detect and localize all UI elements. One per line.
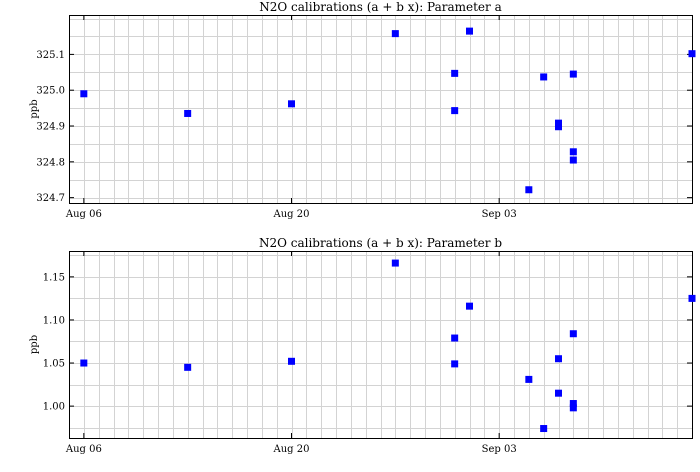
chart-panel-parameter-b: N2O calibrations (a + b x): Parameter b p… (29, 236, 696, 455)
y-tick-label: 325.0 (36, 86, 65, 97)
data-point (569, 70, 577, 78)
x-tick-label: Aug 06 (65, 444, 102, 455)
x-tick-label: Aug 06 (65, 209, 102, 220)
data-point (555, 389, 562, 397)
y-tick-label: 324.9 (36, 122, 65, 133)
y-tick-label: 1.15 (43, 272, 65, 283)
data-point (569, 156, 577, 164)
data-point (555, 123, 562, 131)
data-point (688, 50, 696, 58)
data-point (451, 334, 459, 342)
data-point (451, 360, 459, 368)
y-tick-label: 324.8 (36, 157, 65, 168)
data-point (569, 400, 577, 408)
data-point (288, 357, 295, 365)
data-point (184, 109, 192, 117)
data-point (391, 259, 399, 267)
data-point (555, 119, 562, 127)
chart-panel-parameter-a: N2O calibrations (a + b x): Parameter a p… (29, 0, 696, 220)
plot-frame (69, 251, 693, 439)
x-tick-label: Aug 20 (273, 444, 310, 455)
y-tick-label: 1.10 (43, 315, 65, 326)
data-point (80, 90, 88, 98)
y-axis-label: ppb (29, 335, 40, 354)
data-point (391, 30, 399, 38)
data-point (555, 355, 562, 363)
data-point (569, 404, 577, 412)
x-tick-label: Sep 03 (482, 444, 517, 455)
data-point (540, 425, 548, 433)
y-tick-label: 324.7 (36, 193, 65, 204)
chart-title: N2O calibrations (a + b x): Parameter a (259, 0, 502, 14)
data-point (540, 73, 548, 81)
data-point (525, 375, 533, 383)
data-point (569, 148, 577, 156)
x-tick-label: Sep 03 (482, 209, 517, 220)
data-point (184, 363, 192, 371)
y-tick-label: 325.1 (36, 50, 65, 61)
y-tick-label: 1.05 (43, 359, 65, 370)
chart-title: N2O calibrations (a + b x): Parameter b (259, 236, 502, 250)
data-point (466, 27, 473, 35)
data-point (451, 107, 459, 115)
data-point (525, 186, 533, 194)
data-point (466, 302, 473, 310)
x-tick-label: Aug 20 (273, 209, 310, 220)
data-point (80, 359, 88, 367)
plot-frame (69, 15, 693, 204)
y-tick-label: 1.00 (43, 402, 65, 413)
data-point (569, 330, 577, 338)
data-point (688, 294, 696, 302)
y-axis-label: ppb (29, 99, 40, 118)
data-point (451, 69, 459, 77)
data-point (288, 100, 295, 108)
